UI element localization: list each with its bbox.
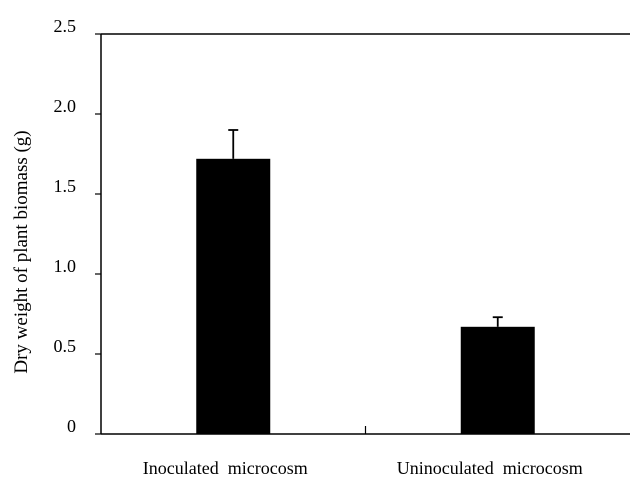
y-tick-label: 1.5: [54, 176, 77, 196]
y-tick-label: 1.0: [54, 256, 77, 276]
x-axis-ticks: Inoculated microcosm Uninoculated microco…: [143, 426, 583, 478]
y-tick-label: 0.5: [54, 336, 77, 356]
error-bars-group: [228, 129, 503, 327]
plot-area: [100, 33, 630, 435]
x-category-label: Uninoculated microcosm: [397, 458, 583, 478]
y-axis-ticks: 0 0.5 1.0 1.5 2.0 2.5: [54, 16, 101, 436]
x-category-label: Inoculated microcosm: [143, 458, 308, 478]
bars-group: [196, 158, 535, 435]
y-tick-label: 0: [67, 416, 76, 436]
y-tick-label: 2.5: [54, 16, 77, 36]
bar: [196, 158, 271, 435]
bar: [460, 326, 535, 434]
y-tick-label: 2.0: [54, 96, 77, 116]
y-axis-title: Dry weight of plant biomass (g): [11, 130, 32, 373]
